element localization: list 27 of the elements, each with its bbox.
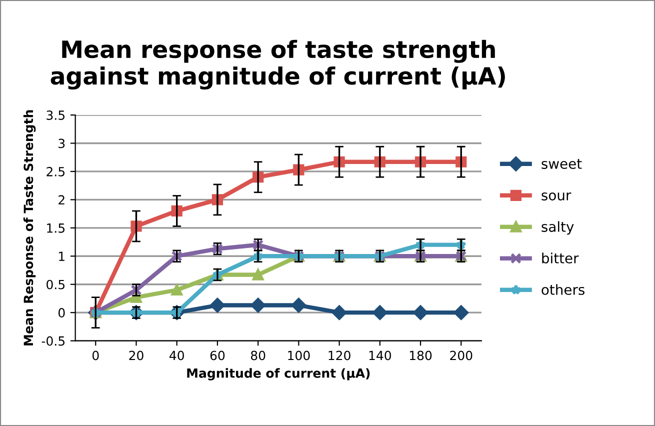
x-tick-label: 180 <box>410 350 432 360</box>
x-tick-label: 40 <box>170 350 184 360</box>
y-tick-label: 0.5 <box>46 280 65 290</box>
legend-label: others <box>542 284 584 295</box>
x-tick-label: 120 <box>328 350 350 360</box>
y-tick-label: 3.5 <box>46 110 65 120</box>
x-tick-label: 200 <box>450 350 472 360</box>
y-tick-label: 2 <box>58 195 64 204</box>
x-axis-title: Magnitude of current (µA) <box>187 368 370 380</box>
y-tick-label: 3 <box>58 138 65 148</box>
x-tick-label: 140 <box>369 350 391 360</box>
y-tick-label: 2.5 <box>46 166 65 176</box>
legend-label: sour <box>542 192 572 200</box>
y-tick-label: 1.5 <box>47 224 65 233</box>
x-tick-label: 20 <box>129 350 144 360</box>
y-axis-title: Mean Response of Taste Strength <box>23 110 36 346</box>
x-tick-label: 60 <box>210 350 225 360</box>
x-tick-label: 80 <box>250 350 266 360</box>
legend-label: sweet <box>542 158 582 169</box>
y-tick-label: -0.5 <box>42 336 65 346</box>
legend-label: bitter <box>542 252 579 264</box>
chart-title: Mean response of taste strength against magnitude of current (µA) <box>50 40 505 90</box>
x-tick-label: 0 <box>92 350 99 360</box>
y-tick-label: 1 <box>59 252 64 261</box>
x-tick-label: 100 <box>288 350 310 360</box>
legend-label: salty <box>542 221 574 235</box>
y-tick-label: 0 <box>58 308 65 318</box>
